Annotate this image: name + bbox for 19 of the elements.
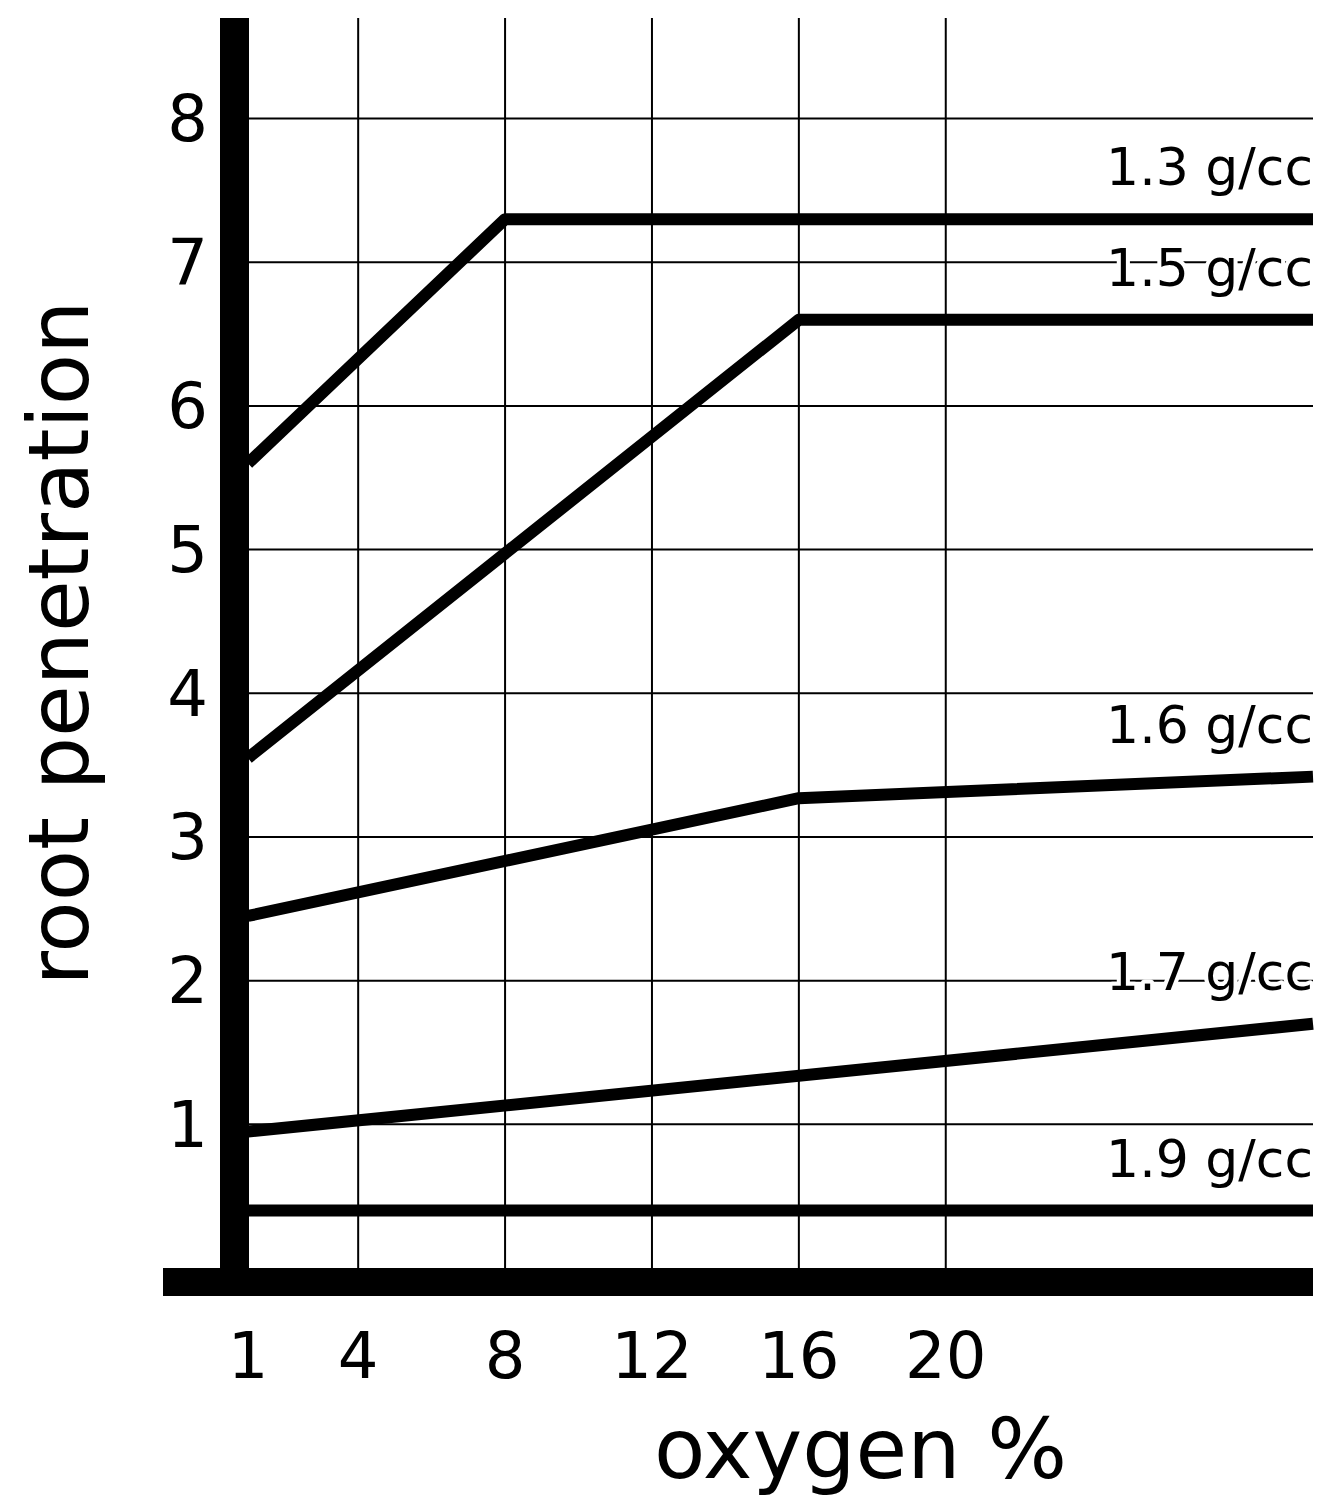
y-tick-label: 7 [167,225,208,300]
x-tick-label: 4 [337,1319,379,1393]
y-axis-title: root penetration [10,300,108,986]
y-tick-label: 5 [167,513,208,588]
y-tick-label: 2 [167,944,208,1019]
x-tick-label: 16 [758,1319,840,1393]
y-tick-label: 1 [167,1087,208,1162]
series-label: 1.6 g/cc [1106,694,1313,755]
x-tick-label: 1 [227,1319,269,1393]
y-tick-label: 6 [167,369,208,444]
series-label: 1.3 g/cc [1106,137,1313,198]
x-tick-label: 8 [484,1319,526,1393]
series-label: 1.9 g/cc [1106,1128,1313,1189]
x-axis-title: oxygen % [654,1400,1067,1498]
x-tick-label: 12 [611,1319,693,1393]
y-tick-label: 3 [167,800,208,875]
y-tick-label: 8 [167,81,208,156]
x-tick-label: 20 [905,1319,987,1393]
y-tick-label: 4 [167,656,208,731]
